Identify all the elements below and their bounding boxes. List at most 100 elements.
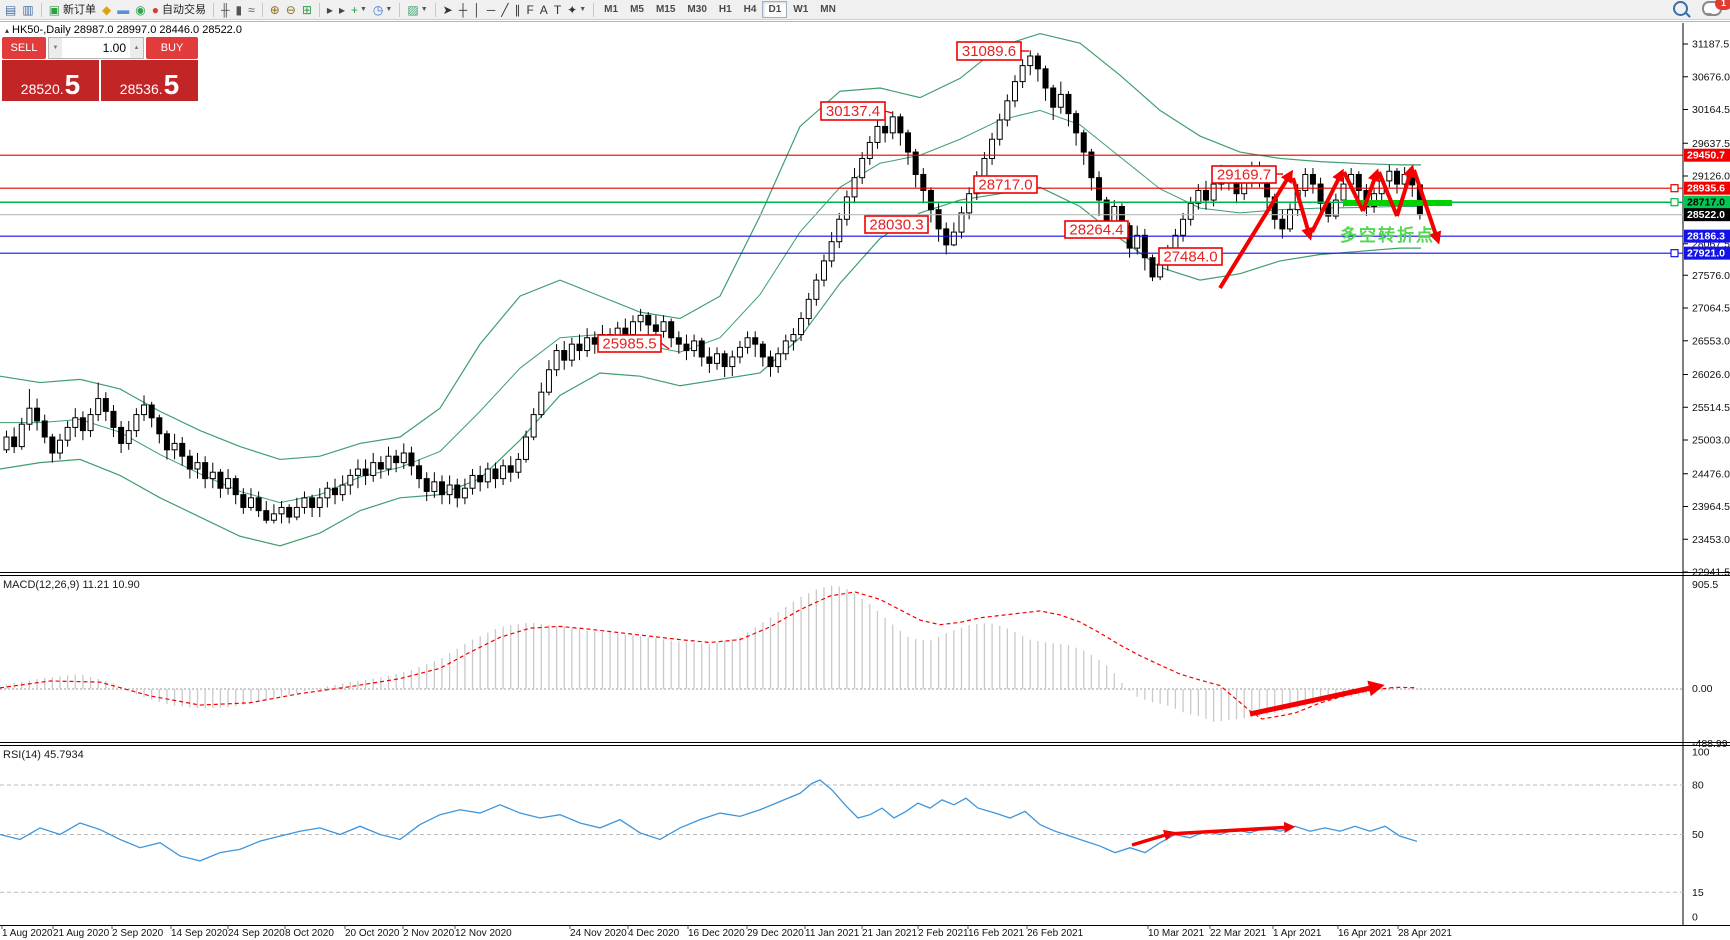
- price-annotation-text: 25985.5: [602, 336, 656, 353]
- timeframe-w1[interactable]: W1: [787, 1, 814, 18]
- signals-icon[interactable]: ◉: [135, 2, 146, 17]
- main-toolbar: ▤ ▥ ▣ 新订单 ◆ ▬ ◉ ● 自动交易 ╫ ▮ ≈ ⊕ ⊖ ⊞ ▸ ▸ + ▼ ◷ ▼ ▨ ▼ ➤ ┼ │ ─ ╱ ∥ F A T ✦ ▼ M…: [0, 0, 1730, 20]
- candle-body: [133, 414, 140, 432]
- zoom-out-icon[interactable]: ⊖: [285, 2, 296, 17]
- text-label-icon[interactable]: T: [553, 2, 562, 17]
- candle-body: [148, 404, 155, 419]
- autotrading-icon[interactable]: ● 自动交易: [151, 2, 206, 17]
- timeframe-h4[interactable]: H4: [738, 1, 763, 18]
- candle-body: [729, 356, 736, 368]
- add-indicator-icon[interactable]: + ▼: [350, 2, 367, 17]
- candle-body: [851, 177, 858, 198]
- macd-trend-arrow: [1249, 680, 1385, 717]
- timeframe-mn[interactable]: MN: [814, 1, 842, 18]
- rsi-line: [0, 779, 1418, 862]
- candle-body: [354, 468, 361, 476]
- candle-body: [1096, 177, 1103, 201]
- candle-body: [454, 484, 461, 499]
- timeframe-m15[interactable]: M15: [650, 1, 681, 18]
- candle-body: [530, 414, 537, 438]
- date-label: 16 Dec 2020: [688, 928, 745, 939]
- price-annotation-text: 28717.0: [978, 177, 1032, 194]
- date-label: 12 Nov 2020: [455, 928, 512, 939]
- line-chart-icon[interactable]: ≈: [248, 2, 255, 17]
- bollinger-middle-band: [0, 109, 1421, 504]
- cursor-icon[interactable]: ➤: [442, 2, 453, 17]
- volume-decrement-button[interactable]: ▼: [49, 38, 62, 58]
- metaeditor-icon[interactable]: ◆: [102, 2, 112, 17]
- candle-body: [316, 497, 323, 508]
- price-axis-label: 25514.5: [1692, 402, 1730, 414]
- zoom-in-icon[interactable]: ⊕: [269, 2, 280, 17]
- candle-body: [629, 321, 636, 336]
- candle-body: [125, 430, 132, 444]
- price-annotation-box: [597, 334, 662, 353]
- candle-body: [286, 506, 293, 518]
- candle-body: [691, 340, 698, 352]
- new-chart-icon[interactable]: ▤: [5, 2, 17, 17]
- candle-body: [423, 478, 430, 492]
- timeframe-m1[interactable]: M1: [598, 1, 624, 18]
- candle-body: [1149, 257, 1156, 278]
- candle-chart-icon[interactable]: ▮: [235, 2, 243, 17]
- sell-button[interactable]: SELL: [2, 37, 46, 59]
- candle-body: [805, 298, 812, 320]
- fibonacci-icon[interactable]: F: [526, 2, 534, 17]
- price-tag-label: 27921.0: [1687, 248, 1725, 260]
- toolbar-divider: [213, 2, 214, 17]
- candle-body: [966, 193, 973, 214]
- text-icon[interactable]: A: [539, 2, 548, 17]
- horizontal-line-icon[interactable]: ─: [486, 2, 496, 17]
- candle-body: [584, 337, 591, 352]
- candle-body: [1050, 87, 1057, 108]
- market-icon[interactable]: ▬: [117, 2, 130, 17]
- trendline-icon[interactable]: ╱: [501, 2, 509, 17]
- new-order-icon[interactable]: ▣ 新订单: [48, 2, 97, 17]
- candle-body: [1065, 93, 1072, 115]
- notifications-icon[interactable]: 1: [1702, 0, 1730, 21]
- candle-body: [324, 487, 331, 499]
- candle-body: [1103, 199, 1110, 223]
- templates-icon[interactable]: ▨ ▼: [407, 2, 428, 17]
- collapse-panel-icon[interactable]: ▴: [5, 26, 10, 35]
- timeframe-m30[interactable]: M30: [681, 1, 712, 18]
- candle-body: [545, 369, 552, 393]
- toolbar-divider: [40, 2, 42, 17]
- equidistant-channel-icon[interactable]: ∥: [514, 2, 521, 17]
- candle-body: [461, 487, 468, 499]
- search-icon[interactable]: [1673, 1, 1688, 21]
- timeframe-d1[interactable]: D1: [762, 1, 788, 18]
- date-label: 8 Oct 2020: [285, 928, 334, 939]
- candle-body: [1279, 218, 1286, 230]
- price-annotation-box: [864, 215, 929, 234]
- auto-scroll-icon[interactable]: ▸: [326, 2, 333, 17]
- trend-arrow: [1218, 169, 1294, 290]
- date-label: 2 Nov 2020: [403, 928, 455, 939]
- profiles-icon[interactable]: ▥: [22, 2, 34, 17]
- tile-windows-icon[interactable]: ⊞: [301, 2, 312, 17]
- buy-button[interactable]: BUY: [146, 37, 198, 59]
- price-annotation-text: 31089.6: [962, 43, 1016, 60]
- timeframe-m5[interactable]: M5: [624, 1, 650, 18]
- symbol-ohlc-text: HK50-,Daily 28987.0 28997.0 28446.0 2852…: [12, 24, 242, 36]
- date-label: 14 Sep 2020: [171, 928, 228, 939]
- chart-shift-icon[interactable]: ▸: [338, 2, 345, 17]
- sell-price-panel[interactable]: 28520. 5: [2, 60, 99, 101]
- bar-chart-icon[interactable]: ╫: [221, 2, 230, 17]
- volume-increment-button[interactable]: ▲: [130, 38, 143, 58]
- price-axis-label: 22941.5: [1692, 567, 1730, 579]
- candle-body: [1157, 263, 1164, 278]
- buy-price-panel[interactable]: 28536. 5: [101, 60, 198, 101]
- vertical-line-icon[interactable]: │: [473, 2, 481, 17]
- volume-input[interactable]: 1.00: [102, 41, 126, 55]
- arrows-tool-icon[interactable]: ✦ ▼: [567, 2, 587, 17]
- timeframe-h1[interactable]: H1: [713, 1, 738, 18]
- date-label: 22 Mar 2021: [1210, 928, 1267, 939]
- toolbar-divider: [399, 2, 401, 17]
- candle-body: [56, 439, 63, 454]
- candle-body: [675, 337, 682, 345]
- periods-icon[interactable]: ◷ ▼: [372, 2, 393, 17]
- candle-body: [790, 334, 797, 342]
- crosshair-icon[interactable]: ┼: [458, 2, 468, 17]
